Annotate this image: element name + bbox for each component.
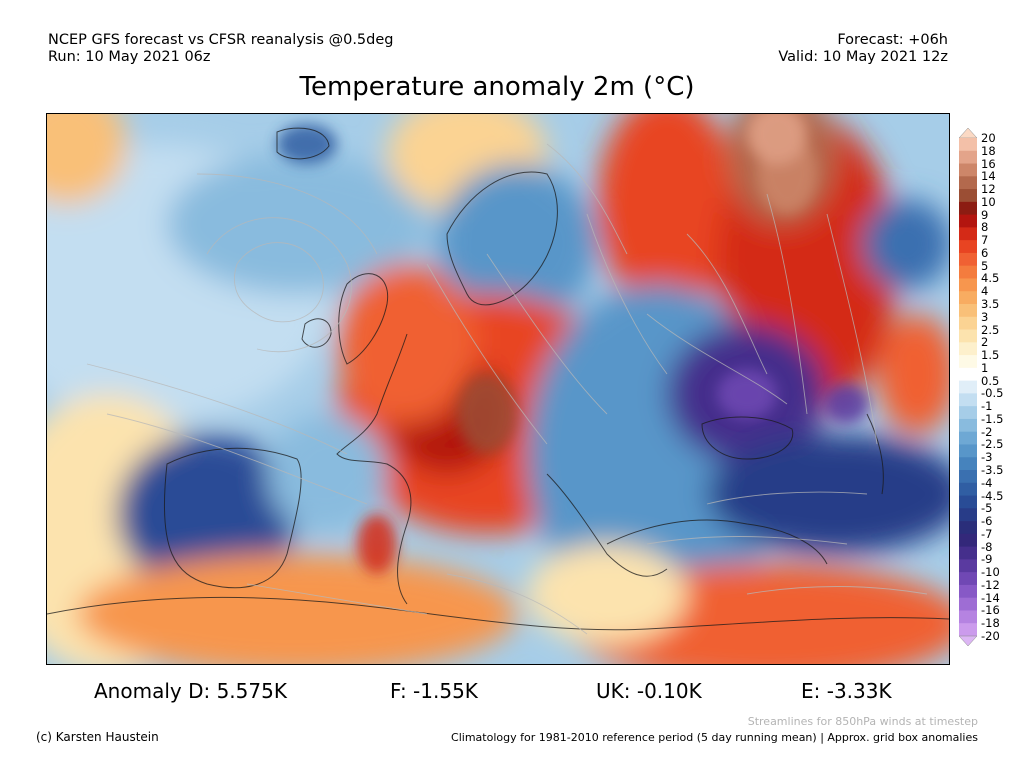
scale-tick-label: 5 (981, 258, 989, 273)
scale-band (959, 597, 977, 611)
scale-tick-label: 12 (981, 182, 996, 197)
scale-band (959, 367, 977, 382)
scale-tick-label: 18 (981, 143, 996, 158)
anomaly-field (47, 114, 949, 664)
scale-tick-label: -8 (981, 539, 993, 554)
scale-tick-label: -16 (981, 603, 1000, 618)
scale-tick-label: -2 (981, 424, 993, 439)
scale-tick-label: -18 (981, 616, 1000, 631)
scale-band (959, 252, 977, 267)
scale-band (959, 470, 977, 484)
scale-tick-label: -14 (981, 590, 1000, 605)
climatology-note: Climatology for 1981-2010 reference peri… (451, 731, 978, 744)
scale-band (959, 572, 977, 586)
scale-bottom-arrow (959, 635, 977, 646)
scale-band (959, 291, 977, 305)
scale-band (959, 176, 977, 190)
scale-tick-label: -1.5 (981, 411, 1004, 426)
scale-band (959, 546, 977, 560)
copyright: (c) Karsten Haustein (36, 730, 159, 744)
scale-tick-label: 4.5 (981, 271, 1000, 286)
scale-band (959, 406, 977, 420)
scale-tick-label: 10 (981, 194, 996, 209)
anomaly-detail (277, 114, 869, 574)
scale-band (959, 533, 977, 548)
scale-tick-label: -9 (981, 552, 993, 567)
scale-band (959, 559, 977, 573)
forecast-hour: Forecast: +06h (837, 32, 948, 48)
scale-tick-label: 1.5 (981, 348, 1000, 363)
scale-band (959, 508, 977, 522)
scale-tick-label: 8 (981, 220, 989, 235)
scale-tick-label: -5 (981, 501, 993, 516)
scale-band (959, 495, 977, 509)
wind-streamlines (86, 143, 928, 635)
anomaly-france: F: -1.55K (390, 679, 478, 703)
scale-tick-label: -12 (981, 577, 1000, 592)
scale-band (959, 342, 977, 356)
scale-tick-label: 1 (981, 360, 989, 375)
scale-band (959, 584, 977, 599)
scale-band (959, 227, 977, 241)
scale-band (959, 278, 977, 292)
scale-tick-label: -4 (981, 475, 993, 490)
scale-band (959, 316, 977, 330)
scale-tick-label: -1 (981, 399, 993, 414)
scale-tick-label: 20 (981, 131, 996, 145)
scale-tick-label: 0.5 (981, 373, 1000, 388)
scale-band (959, 189, 977, 203)
scale-band (959, 444, 977, 458)
scale-tick-label: -6 (981, 514, 993, 529)
valid-time: Valid: 10 May 2021 12z (778, 49, 948, 65)
scale-tick-label: -2.5 (981, 437, 1004, 452)
scale-band (959, 418, 977, 433)
map-title: Temperature anomaly 2m (°C) (299, 72, 695, 102)
scale-band (959, 240, 977, 254)
scale-tick-label: -3.5 (981, 463, 1004, 477)
scale-band (959, 355, 977, 369)
scale-band (959, 482, 977, 496)
scale-tick-label: -7 (981, 526, 993, 541)
scale-band (959, 329, 977, 343)
anomaly-spain: E: -3.33K (801, 679, 892, 703)
scale-band (959, 214, 977, 228)
scale-tick-label: -20 (981, 629, 1000, 643)
anomaly-germany: Anomaly D: 5.575K (94, 679, 287, 703)
anomaly-uk: UK: -0.10K (596, 679, 702, 703)
scale-band (959, 265, 977, 279)
scale-tick-label: 7 (981, 233, 989, 248)
scale-tick-label: 14 (981, 169, 996, 184)
scale-tick-label: -4.5 (981, 488, 1004, 503)
coastlines (47, 127, 949, 631)
scale-tick-label: -0.5 (981, 386, 1004, 401)
scale-band (959, 150, 977, 164)
scale-band (959, 521, 977, 535)
model-description: NCEP GFS forecast vs CFSR reanalysis @0.… (48, 32, 394, 48)
scale-tick-label: 3 (981, 309, 989, 324)
temperature-anomaly-map (46, 113, 950, 665)
scale-tick-label: 2 (981, 335, 989, 350)
scale-top-arrow (959, 128, 977, 139)
run-time: Run: 10 May 2021 06z (48, 49, 211, 65)
scale-tick-label: 16 (981, 156, 996, 171)
scale-tick-label: 6 (981, 245, 989, 260)
scale-tick-label: -3 (981, 450, 993, 465)
scale-tick-label: 2.5 (981, 322, 1000, 337)
scale-band (959, 610, 977, 624)
scale-tick-label: -10 (981, 565, 1000, 580)
scale-band (959, 380, 977, 394)
scale-band (959, 304, 977, 318)
scale-band (959, 623, 977, 637)
scale-band (959, 393, 977, 407)
scale-band (959, 457, 977, 471)
streamlines-note: Streamlines for 850hPa winds at timestep (747, 715, 978, 728)
scale-tick-label: 4 (981, 284, 989, 299)
scale-band (959, 138, 977, 152)
scale-band (959, 431, 977, 445)
scale-band (959, 201, 977, 216)
color-scale-bar (959, 128, 977, 646)
scale-tick-label: 3.5 (981, 297, 1000, 311)
scale-tick-label: 9 (981, 207, 989, 222)
scale-band (959, 163, 977, 177)
